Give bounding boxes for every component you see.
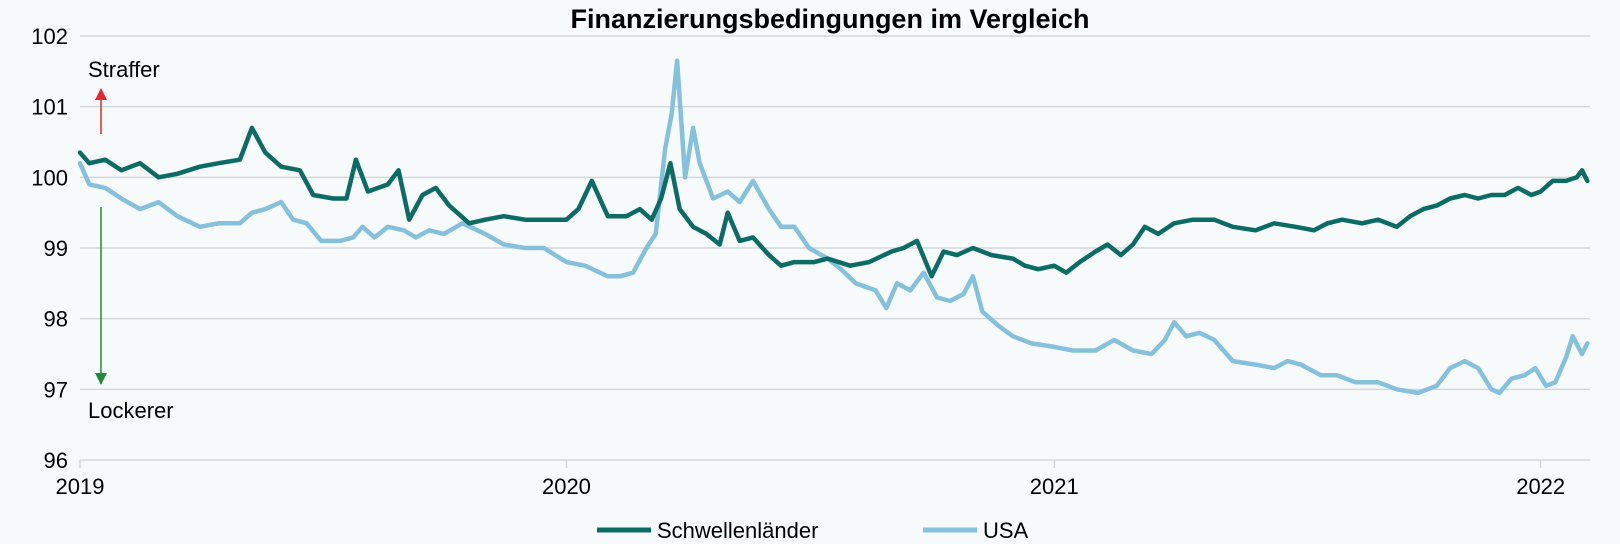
y-tick-label: 96 <box>44 448 68 473</box>
y-tick-label: 102 <box>31 24 68 49</box>
series-lines <box>77 58 1590 396</box>
x-tick-label: 2020 <box>542 474 591 499</box>
legend: Schwellenländer USA <box>597 518 1029 543</box>
y-tick-label: 99 <box>44 236 68 261</box>
x-axis-ticks: 2019 2020 2021 2022 <box>56 460 1565 499</box>
chart-title: Finanzierungsbedingungen im Vergleich <box>570 4 1089 34</box>
x-tick-label: 2022 <box>1516 474 1565 499</box>
gridlines <box>80 35 1590 461</box>
arrowhead-down-icon <box>95 373 107 385</box>
series-line-usa <box>77 58 1590 396</box>
y-tick-label: 101 <box>31 95 68 120</box>
y-tick-label: 100 <box>31 165 68 190</box>
y-tick-label: 97 <box>44 377 68 402</box>
arrowhead-up-icon <box>95 88 107 100</box>
annotation-straffer: Straffer <box>88 57 160 82</box>
annotation-lockerer: Lockerer <box>88 398 174 423</box>
legend-label: USA <box>983 518 1029 543</box>
annotations: Straffer Lockerer <box>88 57 174 423</box>
legend-label: Schwellenländer <box>657 518 818 543</box>
y-axis-ticks: 96 97 98 99 100 101 102 <box>31 24 68 473</box>
x-tick-label: 2019 <box>56 474 105 499</box>
y-tick-label: 98 <box>44 307 68 332</box>
x-tick-label: 2021 <box>1030 474 1079 499</box>
series-line-schwellenlaender <box>77 125 1590 279</box>
